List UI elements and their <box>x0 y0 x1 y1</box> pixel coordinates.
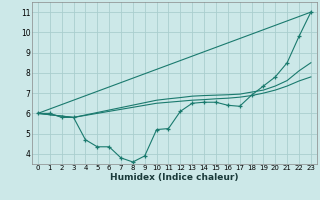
X-axis label: Humidex (Indice chaleur): Humidex (Indice chaleur) <box>110 173 239 182</box>
